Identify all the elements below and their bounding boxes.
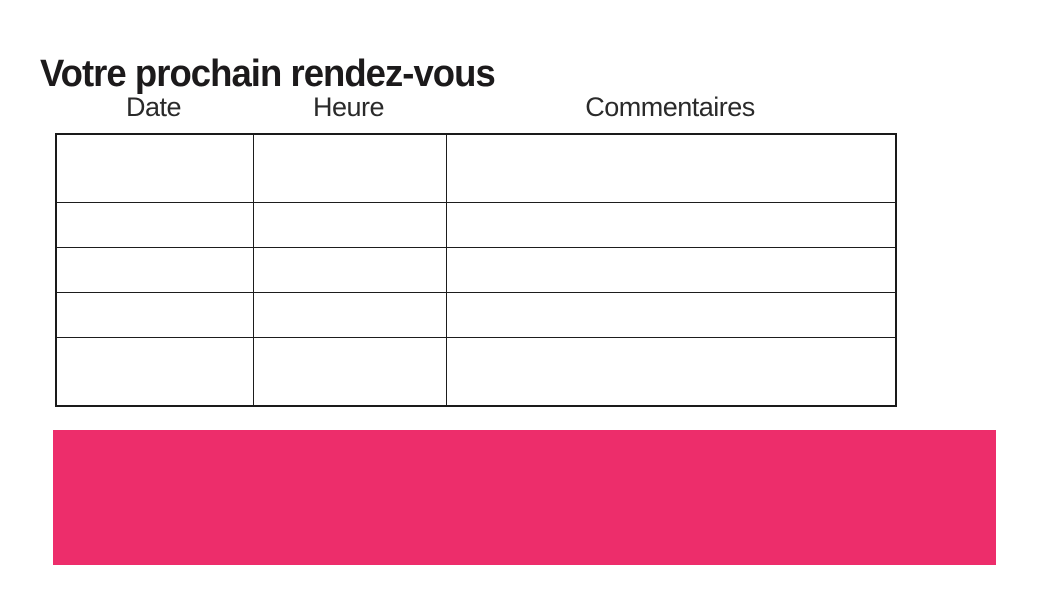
table-row: [55, 246, 897, 294]
table-cell: [252, 201, 447, 248]
column-header-commentaires: Commentaires: [585, 92, 755, 122]
table-cell: [252, 133, 447, 203]
column-header-date: Date: [125, 92, 182, 122]
appointment-table-body: [55, 133, 897, 407]
table-cell: [252, 337, 447, 407]
table-cell: [445, 133, 897, 203]
table-cell: [445, 246, 897, 294]
column-header-heure: Heure: [312, 92, 385, 122]
highlight-banner: [53, 430, 996, 565]
table-cell: [55, 337, 254, 407]
table-cell: [55, 201, 254, 248]
table-header-row: Date Heure Commentaires: [55, 92, 895, 123]
table-cell: [55, 133, 254, 203]
table-cell: [252, 246, 447, 294]
table-cell: [252, 292, 447, 339]
appointment-table: [55, 133, 897, 407]
table-row: [55, 201, 897, 248]
table-cell: [55, 292, 254, 339]
table-row: [55, 337, 897, 407]
page-title: Votre prochain rendez-vous: [40, 53, 496, 96]
table-cell: [55, 246, 254, 294]
table-cell: [445, 337, 897, 407]
table-cell: [445, 292, 897, 339]
table-row: [55, 133, 897, 203]
table-row: [55, 292, 897, 339]
table-cell: [445, 201, 897, 248]
